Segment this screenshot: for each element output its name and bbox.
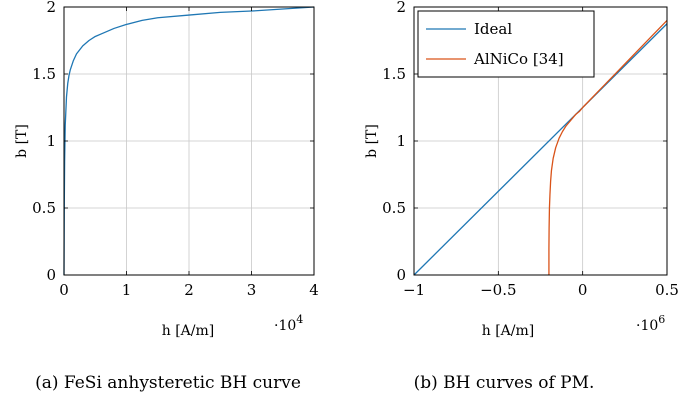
series-line-bh-curve bbox=[63, 6, 315, 276]
tick-marks bbox=[63, 6, 315, 276]
x-tick-labels: −1 −0.5 0 0.5 bbox=[403, 281, 679, 299]
x-axis-label: h [A/m] bbox=[482, 323, 535, 339]
multiplier-base: ·10 bbox=[636, 318, 658, 334]
series-line-ideal bbox=[413, 23, 668, 276]
caption-b: (b) BH curves of PM. bbox=[414, 373, 595, 393]
x-tick-label: 4 bbox=[309, 281, 319, 299]
x-tick-label: 0 bbox=[59, 281, 69, 299]
multiplier-exponent: 6 bbox=[658, 313, 665, 326]
multiplier-base: ·10 bbox=[274, 318, 296, 334]
x-tick-label: 0 bbox=[578, 281, 588, 299]
legend: Ideal AlNiCo [34] bbox=[417, 10, 595, 78]
x-axis-multiplier: ·106 bbox=[636, 313, 665, 334]
legend-label-alnico: AlNiCo [34] bbox=[473, 50, 564, 68]
caption-a: (a) FeSi anhysteretic BH curve bbox=[35, 373, 301, 393]
y-axis-label: b [T] bbox=[14, 124, 30, 158]
multiplier-exponent: 4 bbox=[296, 313, 303, 326]
x-axis-multiplier: ·104 bbox=[274, 313, 303, 334]
series-layer bbox=[63, 6, 315, 276]
y-tick-labels: 0 0.5 1 1.5 2 bbox=[32, 0, 56, 284]
series-layer bbox=[413, 19, 668, 276]
x-axis-label: h [A/m] bbox=[162, 323, 215, 339]
tick-marks bbox=[413, 6, 668, 276]
y-tick-label: 1 bbox=[46, 132, 56, 150]
y-tick-label: 0 bbox=[46, 266, 56, 284]
x-tick-label: 1 bbox=[122, 281, 132, 299]
legend-label-ideal: Ideal bbox=[474, 20, 512, 38]
grid-lines bbox=[63, 6, 315, 276]
y-tick-label: 0.5 bbox=[32, 199, 56, 217]
y-axis-label: b [T] bbox=[364, 124, 380, 158]
y-tick-labels: 0 0.5 1 1.5 2 bbox=[382, 0, 406, 284]
legend-box bbox=[417, 10, 595, 78]
y-tick-label: 0.5 bbox=[382, 199, 406, 217]
x-tick-label: −1 bbox=[403, 281, 425, 299]
series-line-alnico-34 bbox=[548, 19, 668, 275]
y-tick-label: 0 bbox=[396, 266, 406, 284]
x-tick-label: −0.5 bbox=[480, 281, 516, 299]
y-tick-label: 1 bbox=[396, 132, 406, 150]
y-tick-label: 2 bbox=[46, 0, 56, 16]
x-tick-labels: 0 1 2 3 4 bbox=[59, 281, 319, 299]
x-tick-label: 0.5 bbox=[655, 281, 679, 299]
y-tick-label: 1.5 bbox=[32, 65, 56, 83]
y-tick-label: 1.5 bbox=[382, 65, 406, 83]
y-tick-label: 2 bbox=[396, 0, 406, 16]
panel-pm-bh-curves: −1 −0.5 0 0.5 00.511.52 h [A/m] b [T] ·106 … bbox=[364, 0, 679, 393]
x-tick-label: 2 bbox=[184, 281, 194, 299]
x-tick-label: 3 bbox=[247, 281, 257, 299]
